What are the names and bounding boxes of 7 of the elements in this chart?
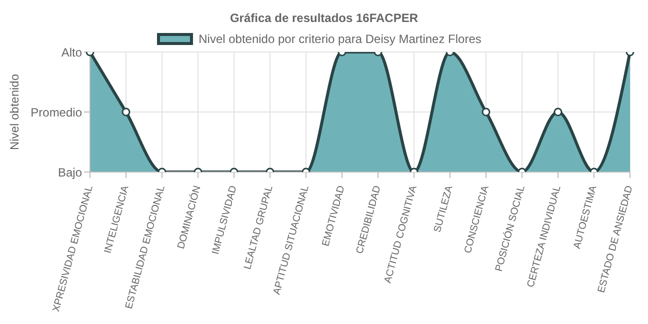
legend-label: Nivel obtenido por criterio para Deisy Martinez Flores — [198, 32, 482, 46]
chart-title: Gráfica de resultados 16FACPER — [228, 10, 420, 27]
category-label: Promedio — [30, 105, 82, 120]
x-tick-label: LEALTAD GRUPAL — [242, 184, 276, 271]
category-label: Alto — [61, 45, 82, 60]
category-label: Bajo — [58, 165, 82, 180]
y-axis-title: Nivel obtenido — [7, 74, 22, 150]
